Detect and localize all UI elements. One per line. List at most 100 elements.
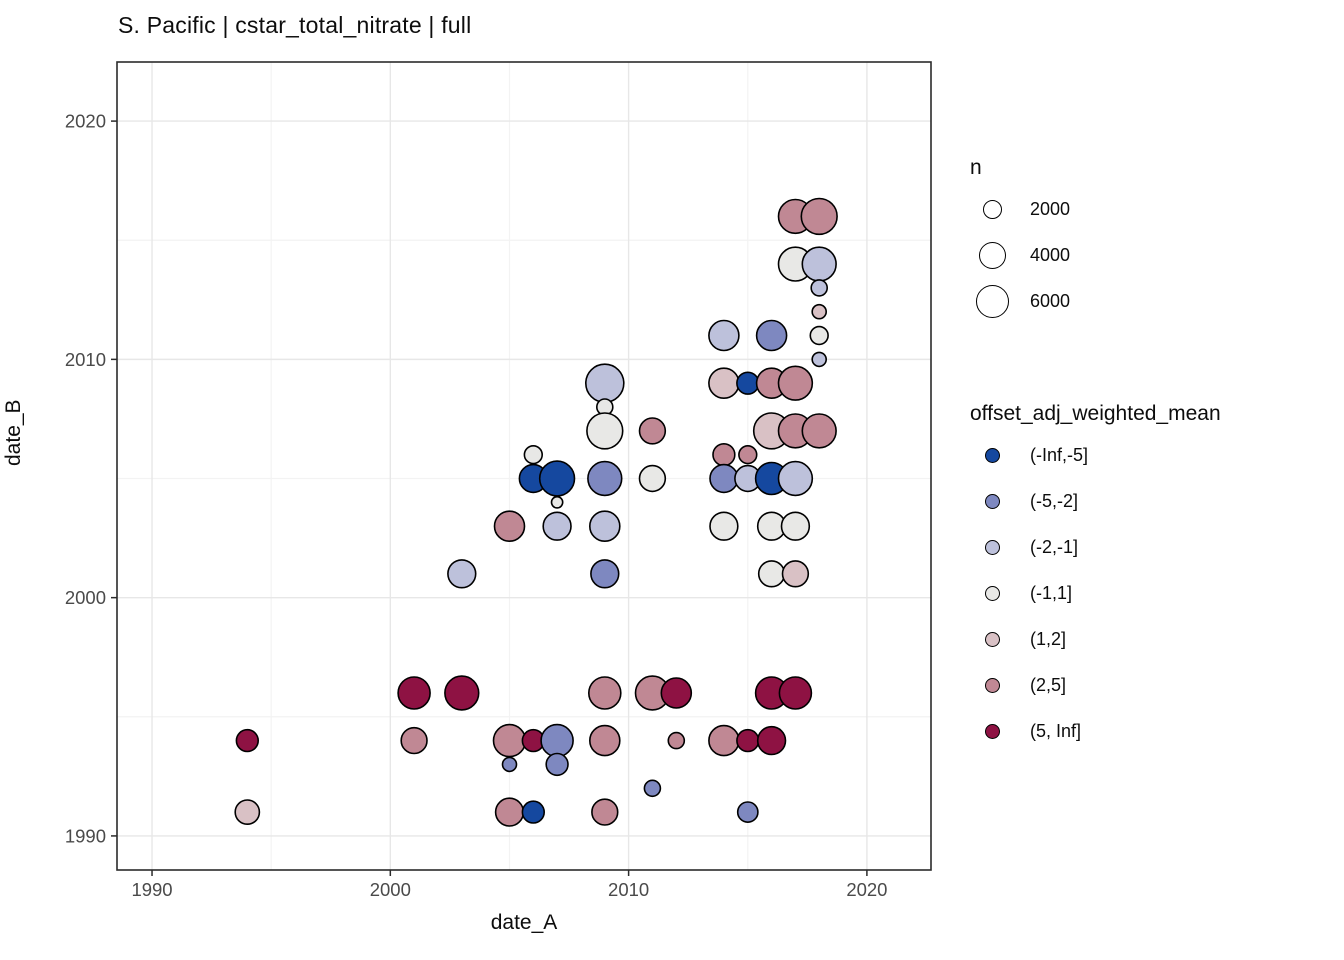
color-legend: offset_adj_weighted_mean (-Inf,-5] (-5,-… [966,402,1336,754]
data-point [736,801,759,824]
plot-title: S. Pacific | cstar_total_nitrate | full [118,12,472,38]
size-legend-item: 4000 [966,232,1336,278]
color-legend-item: (-Inf,-5] [966,432,1336,478]
data-point [811,303,828,320]
data-point [755,319,788,352]
color-legend-item: (1,2] [966,616,1336,662]
data-point [591,798,619,826]
color-key-dot-icon [984,493,1000,509]
data-point [540,723,574,758]
data-points [234,197,838,827]
data-point [736,371,760,395]
data-point [708,367,740,400]
data-point [492,723,527,758]
color-key-dot-icon [984,585,1000,601]
data-point [235,728,260,753]
data-point [778,676,813,710]
color-key-dot-icon [984,723,1000,739]
color-legend-item: (-2,-1] [966,524,1336,570]
data-point [811,351,828,368]
data-point [397,676,431,710]
color-key-dot-icon [984,539,1000,555]
data-point [667,731,686,750]
x-tick-label: 2010 [608,879,649,900]
x-tick-label: 2000 [370,879,411,900]
data-point [523,445,543,465]
data-point [738,445,758,465]
data-point [756,725,787,756]
data-point [809,325,829,346]
size-legend-title: n [970,156,982,179]
data-point [777,365,814,401]
data-point [586,412,624,450]
data-point [400,726,428,755]
y-tick-label: 2020 [65,111,106,132]
data-point [588,510,621,543]
data-point [780,511,811,541]
data-point [643,779,662,798]
data-point [588,724,621,757]
data-point [542,511,572,541]
data-point [545,752,569,777]
data-point [801,246,837,282]
color-key-dot-icon [984,447,1000,463]
data-point [781,560,810,588]
y-tick-label: 2000 [65,587,106,608]
data-point [638,417,667,445]
size-key-circle-icon [978,241,1006,269]
color-legend-label: (-Inf,-5] [1030,444,1089,465]
data-point [587,676,622,710]
data-point [234,799,261,826]
color-legend-label: (-2,-1] [1030,536,1079,557]
color-legend-label: (5, Inf] [1030,720,1082,741]
data-point [708,319,740,352]
size-key-circle-icon [982,199,1002,219]
data-point [736,728,760,753]
data-point [447,559,477,589]
x-tick-label: 1990 [131,879,172,900]
major-gridlines [117,62,931,870]
data-point [800,197,838,236]
axis-tick-labels: 1990 2000 2010 2020 1990 2000 2010 2020 [65,111,888,900]
data-point [712,443,736,467]
size-legend-label: 6000 [1030,290,1071,311]
size-key-circle-icon [975,284,1009,318]
data-point [587,460,623,497]
data-point [538,460,576,497]
data-point [810,279,829,297]
data-point [550,495,564,509]
data-point [709,463,739,494]
data-point [801,413,837,449]
color-key-dot-icon [984,631,1000,647]
data-point [493,510,526,543]
x-axis-label: date_A [490,911,558,934]
color-legend-label: (2,5] [1030,674,1067,695]
color-legend-item: (-5,-2] [966,478,1336,524]
data-point [494,797,525,827]
axis-ticks [111,120,868,876]
color-legend-title: offset_adj_weighted_mean [970,402,1221,425]
data-point [501,756,518,773]
color-legend-label: (1,2] [1030,628,1067,649]
y-axis-label: date_B [2,399,25,466]
data-point [444,675,480,711]
data-point [521,800,545,824]
panel-border [116,61,932,871]
data-point [777,460,814,497]
y-tick-label: 1990 [65,825,106,846]
y-tick-label: 2010 [65,349,106,370]
size-legend-label: 2000 [1030,198,1071,219]
size-legend-item: 2000 [966,186,1336,232]
data-point [638,464,667,493]
color-legend-item: (5, Inf] [966,708,1336,754]
color-key-dot-icon [984,677,1000,693]
size-legend: n 2000 4000 6000 [966,156,1336,324]
data-point [708,724,740,757]
color-legend-label: (-1,1] [1030,582,1073,603]
size-legend-label: 4000 [1030,244,1071,265]
color-legend-item: (2,5] [966,662,1336,708]
size-legend-item: 6000 [966,278,1336,324]
data-point [590,559,620,589]
